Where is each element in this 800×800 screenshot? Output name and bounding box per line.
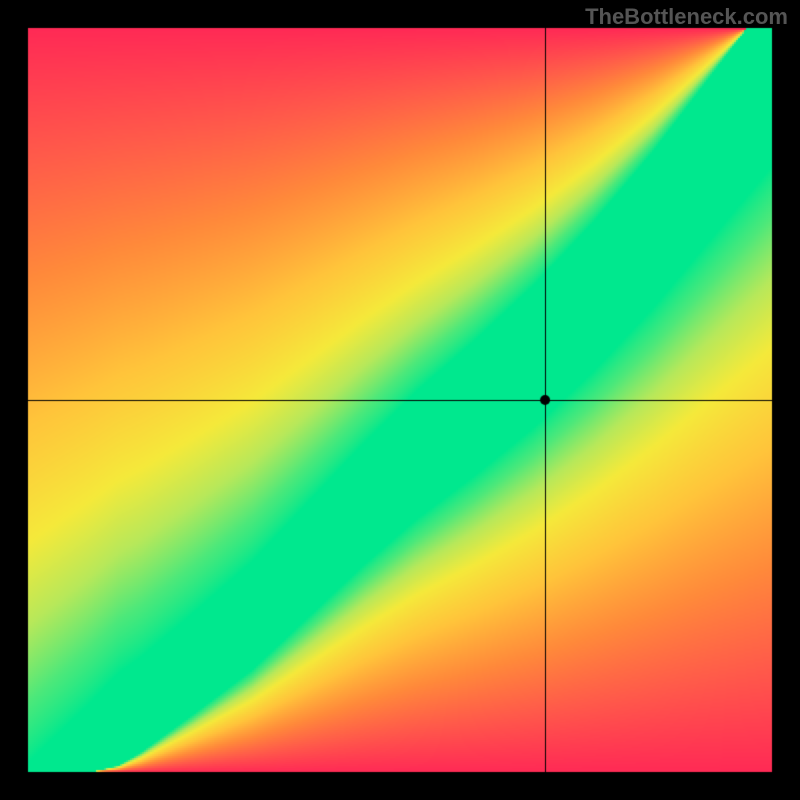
- chart-container: TheBottleneck.com: [0, 0, 800, 800]
- watermark-text: TheBottleneck.com: [585, 4, 788, 30]
- bottleneck-heatmap: [0, 0, 800, 800]
